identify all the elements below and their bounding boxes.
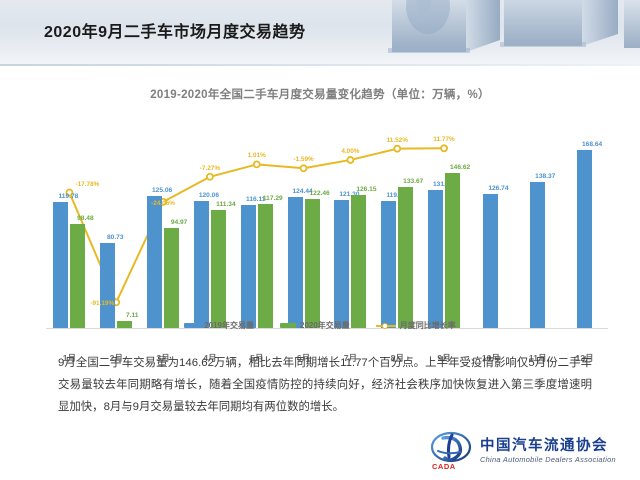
growth-rate-label: -7.27% bbox=[199, 164, 221, 172]
bar-2020 bbox=[210, 210, 226, 328]
bar-value-label-2019: 124.44 bbox=[292, 187, 313, 195]
organization-logo: CADA 中国汽车流通协会 China Automobile Dealers A… bbox=[430, 428, 626, 474]
growth-rate-label: 1.01% bbox=[247, 152, 266, 160]
x-axis-tick: 1月 bbox=[62, 353, 77, 363]
legend-label-growth-rate: 月度同比增长率 bbox=[399, 321, 456, 330]
legend-line-marker-icon bbox=[375, 322, 396, 330]
chart-container: 2019-2020年全国二手车月度交易量变化趋势（单位：万辆，%） 119.78… bbox=[0, 66, 640, 363]
bar-2020 bbox=[351, 194, 367, 328]
chart-x-axis: 1月 2月 3月 4月 5月 6月 7月 8月 9月 10月 11月 12月 bbox=[46, 352, 608, 368]
bar-2019 bbox=[577, 150, 593, 328]
bar-2019 bbox=[530, 181, 546, 328]
growth-rate-line bbox=[65, 144, 448, 307]
bar-value-label-2020: 146.62 bbox=[449, 164, 471, 172]
bar-value-label-2020: 122.46 bbox=[309, 189, 330, 197]
bar-2019 bbox=[287, 196, 303, 328]
bar-value-label-2019: 120.06 bbox=[198, 192, 219, 200]
bar-value-label-2020: 117.29 bbox=[262, 195, 283, 203]
bar-2019 bbox=[381, 201, 397, 328]
growth-rate-label: -1.59% bbox=[293, 156, 314, 164]
legend-item-2020: 2020年交易量 bbox=[280, 320, 350, 331]
bar-2019 bbox=[193, 201, 209, 328]
commentary-paragraph: 9月全国二手车交易量为146.62万辆，相比去年同期增长11.77个百分点。上半… bbox=[58, 357, 592, 414]
slide-header: 2020年9月二手车市场月度交易趋势 bbox=[0, 0, 640, 66]
x-axis-tick: 4月 bbox=[203, 353, 217, 363]
bar-2020 bbox=[164, 227, 180, 328]
bar-value-label-2019: 119.86 bbox=[386, 192, 407, 200]
x-axis-tick: 2月 bbox=[109, 353, 123, 363]
bar-value-label-2019: 131.18 bbox=[432, 180, 454, 188]
x-axis-tick: 6月 bbox=[296, 353, 311, 363]
bar-2020 bbox=[257, 204, 273, 328]
chart-axis-line bbox=[46, 328, 608, 329]
chart-plot-area: 119.78 98.48 80.73 7.11 125.06 94.97 120.06 111… bbox=[46, 112, 608, 328]
header-divider bbox=[0, 64, 640, 66]
cada-emblem-icon: CADA bbox=[430, 431, 474, 471]
bar-value-label-2020: 133.67 bbox=[403, 177, 424, 185]
logo-wordmark: 中国汽车流通协会 China Automobile Dealers Associ… bbox=[480, 438, 616, 464]
legend-swatch-2020 bbox=[280, 323, 296, 328]
growth-rate-label: 4.00% bbox=[341, 147, 360, 155]
logo-name-cn: 中国汽车流通协会 bbox=[480, 437, 608, 454]
logo-acronym: CADA bbox=[432, 462, 456, 471]
bar-value-label-2020: 111.34 bbox=[216, 201, 236, 209]
x-axis-tick: 8月 bbox=[390, 353, 404, 363]
bar-2019 bbox=[483, 194, 499, 328]
x-axis-tick: 3月 bbox=[156, 353, 170, 363]
x-axis-tick: 11月 bbox=[528, 353, 547, 363]
legend-swatch-2019 bbox=[184, 323, 201, 328]
bar-2019 bbox=[240, 205, 256, 328]
bar-2020 bbox=[445, 173, 461, 328]
growth-rate-label: 11.77% bbox=[433, 136, 455, 144]
x-axis-tick: 7月 bbox=[343, 353, 358, 363]
x-axis-tick: 9月 bbox=[437, 353, 451, 363]
bar-2020 bbox=[117, 320, 133, 328]
bar-2019 bbox=[147, 196, 163, 328]
commentary-text: 9月全国二手车交易量为146.62万辆，相比去年同期增长11.77个百分点。上半… bbox=[58, 352, 592, 419]
bar-value-label-2019: 168.64 bbox=[581, 141, 603, 148]
legend-label-2019: 2019年交易量 bbox=[204, 321, 254, 330]
legend-label-2020: 2020年交易量 bbox=[300, 321, 350, 330]
bar-value-label-2019: 138.37 bbox=[535, 172, 556, 180]
growth-rate-label: -17.78% bbox=[75, 180, 100, 188]
bar-value-label-2019: 125.06 bbox=[151, 187, 173, 194]
x-axis-tick: 10月 bbox=[481, 353, 500, 363]
bar-value-label-2020: 94.97 bbox=[170, 218, 188, 226]
bar-value-label-2019: 116.11 bbox=[246, 196, 266, 204]
bar-value-label-2019: 126.74 bbox=[488, 185, 509, 193]
bar-value-label-2020: 98.48 bbox=[77, 215, 94, 223]
bar-2019 bbox=[100, 242, 116, 328]
bar-2020 bbox=[304, 198, 320, 328]
bar-value-label-2020: 126.15 bbox=[356, 185, 377, 193]
x-axis-tick: 12月 bbox=[575, 353, 594, 363]
chart-legend: 2019年交易量 2020年交易量 月度同比增长率 bbox=[0, 320, 640, 331]
growth-rate-label: -24.06% bbox=[151, 199, 175, 207]
bar-2020 bbox=[70, 224, 86, 328]
page-title: 2020年9月二手车市场月度交易趋势 bbox=[44, 24, 306, 41]
x-axis-tick: 5月 bbox=[250, 353, 264, 363]
growth-rate-label: 11.52% bbox=[386, 136, 408, 144]
bar-2019 bbox=[428, 189, 444, 328]
logo-name-en: China Automobile Dealers Association bbox=[480, 454, 616, 464]
bar-value-label-2019: 119.78 bbox=[58, 192, 79, 200]
bar-2020 bbox=[398, 186, 414, 328]
chart-title: 2019-2020年全国二手车月度交易量变化趋势（单位：万辆，%） bbox=[150, 89, 490, 101]
header-decoration-icon bbox=[380, 0, 640, 66]
bar-2019 bbox=[53, 201, 69, 328]
bar-value-label-2019: 80.73 bbox=[106, 233, 124, 241]
legend-item-2019: 2019年交易量 bbox=[184, 320, 254, 331]
legend-item-growth-rate: 月度同比增长率 bbox=[375, 320, 456, 331]
bar-value-label-2019: 121.30 bbox=[339, 190, 360, 198]
growth-rate-label: -91.19% bbox=[90, 300, 115, 308]
bar-2019 bbox=[334, 199, 350, 328]
bar-value-label-2020: 7.11 bbox=[126, 311, 139, 319]
